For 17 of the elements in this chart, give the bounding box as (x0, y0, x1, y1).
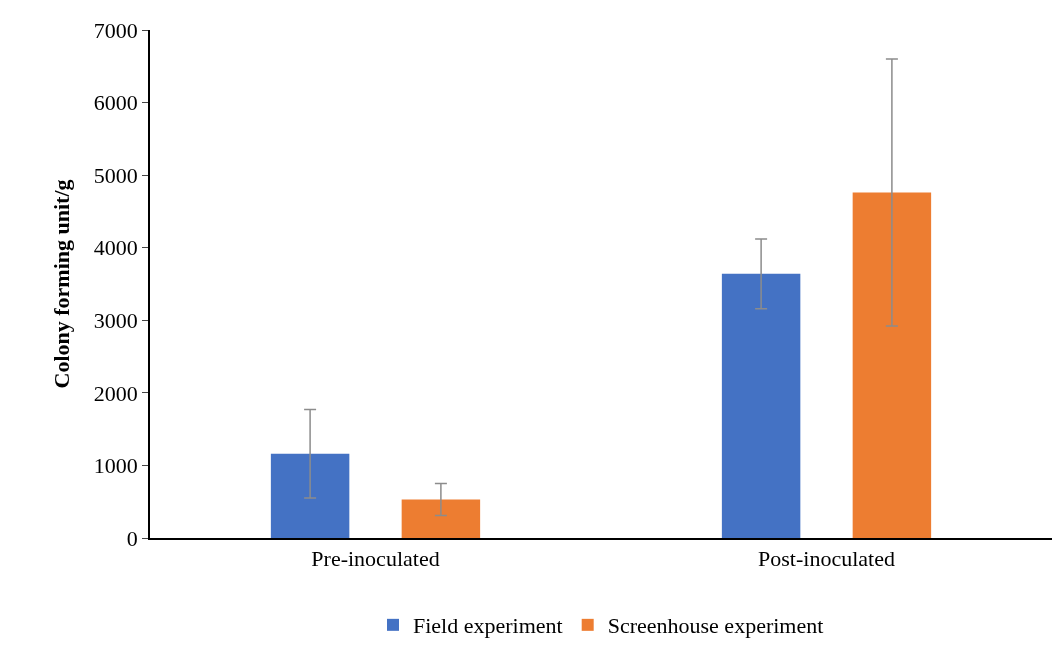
y-axis-title: Colony forming unit/g (49, 179, 75, 389)
legend-label: Field experiment (413, 613, 563, 639)
y-tick-label: 4000 (93, 235, 138, 261)
y-tick-label: 2000 (93, 380, 138, 406)
y-tick-label: 5000 (93, 162, 138, 188)
y-tick-label: 7000 (93, 17, 138, 43)
x-tick-label: Post-inoculated (758, 546, 895, 572)
y-tick-label: 0 (126, 525, 138, 551)
legend-label: Screenhouse experiment (607, 613, 824, 639)
bar (852, 192, 932, 538)
bar (401, 499, 481, 538)
y-tick-label: 6000 (93, 90, 138, 116)
bar (721, 273, 801, 538)
bar (270, 453, 350, 538)
y-tick-label: 1000 (93, 453, 138, 479)
x-tick-label: Pre-inoculated (311, 546, 440, 572)
y-tick-label: 3000 (93, 307, 138, 333)
